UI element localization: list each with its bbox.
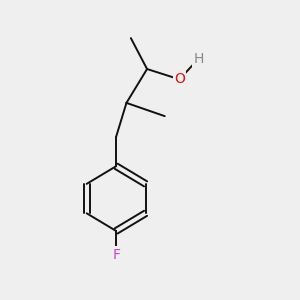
Text: O: O <box>174 72 185 86</box>
Text: H: H <box>194 52 204 66</box>
Text: F: F <box>112 248 120 262</box>
